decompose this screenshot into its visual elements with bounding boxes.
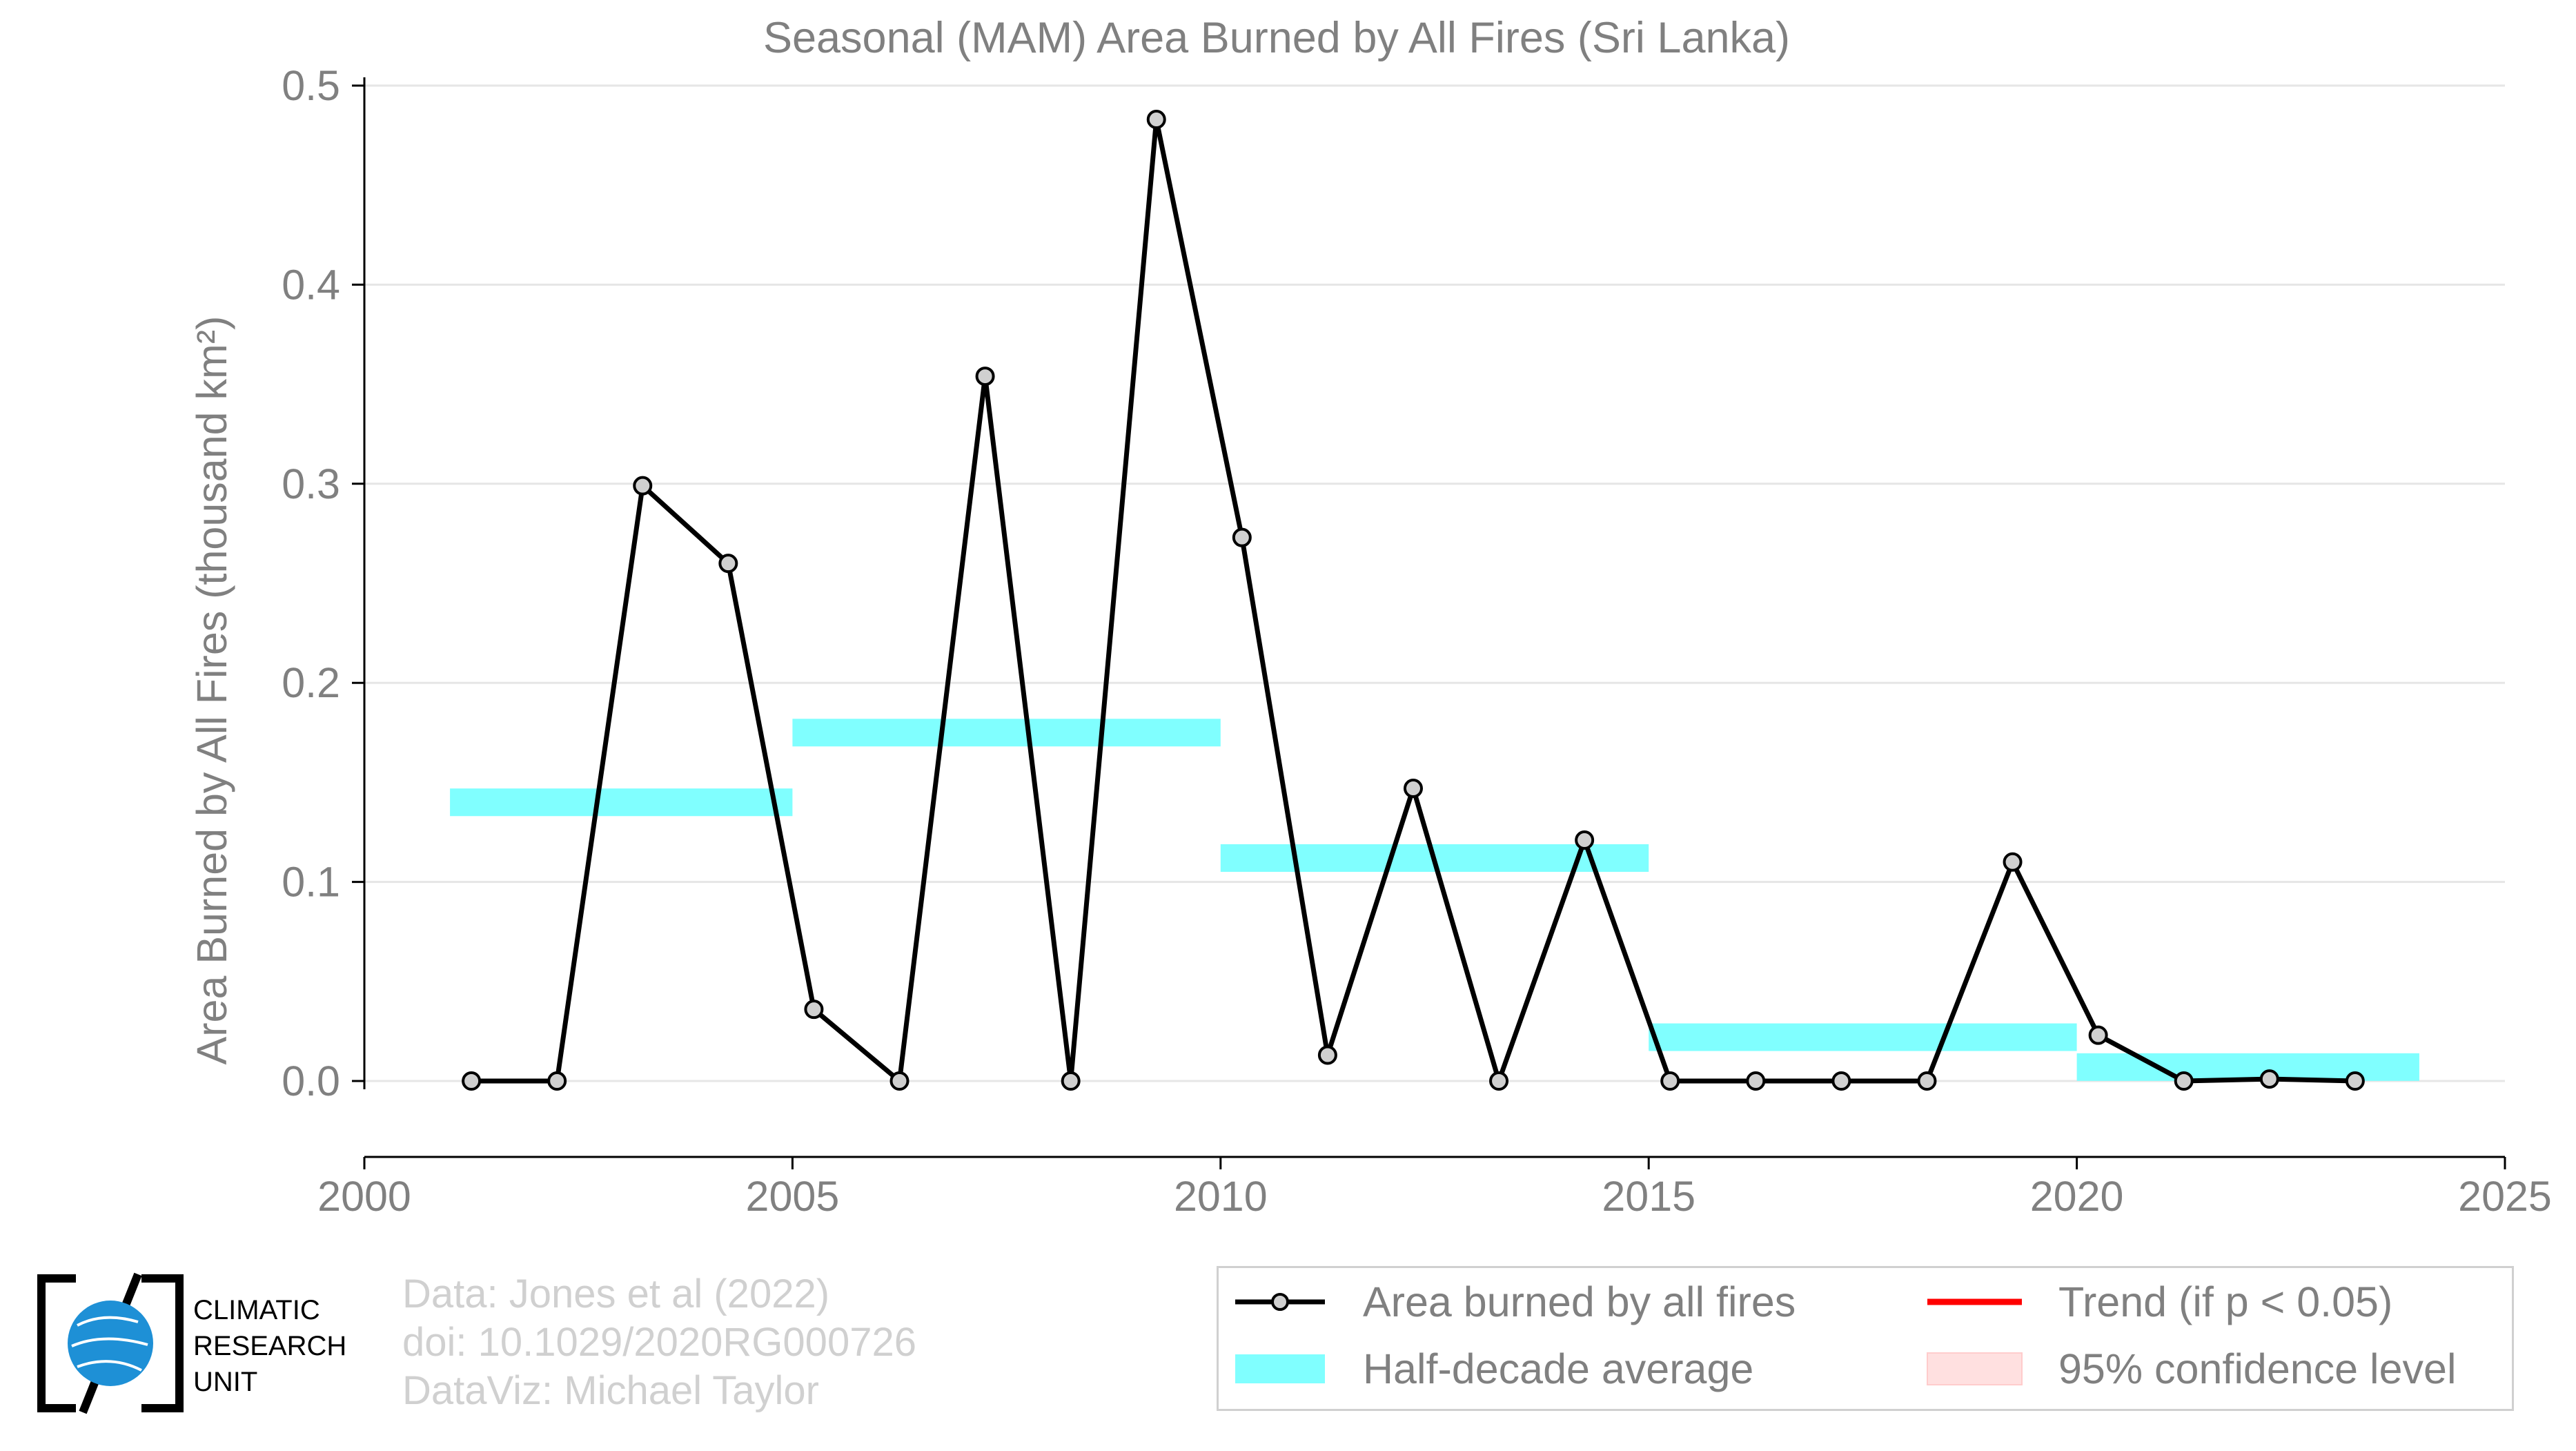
data-point (1660, 1071, 1680, 1091)
data-point (2174, 1071, 2194, 1091)
x-tick-labels: 2000 2005 2010 2015 2020 2025 (317, 1157, 2552, 1220)
legend-entry-confidence: 95% confidence level (1927, 1345, 2457, 1392)
credits: Data: Jones et al (2022) doi: 10.1029/20… (402, 1270, 916, 1415)
data-point (2088, 1025, 2108, 1045)
credits-doi: doi: 10.1029/2020RG000726 (402, 1320, 916, 1365)
data-point (1575, 830, 1595, 850)
data-point (718, 554, 738, 574)
legend-entry-trend: Trend (if p < 0.05) (1927, 1278, 2392, 1325)
data-point (804, 1000, 824, 1020)
gridlines (364, 84, 2505, 1082)
data-point (462, 1071, 482, 1091)
legend-entry-area-burned: Area burned by all fires (1235, 1278, 1796, 1325)
cru-logo (37, 1272, 184, 1414)
legend: Area burned by all fires Trend (if p < 0… (1235, 1278, 2457, 1392)
half-decade-band (1649, 1023, 2077, 1051)
legend-label-area-burned: Area burned by all fires (1363, 1278, 1796, 1325)
logo-line-1: CLIMATIC (193, 1295, 320, 1325)
half-decade-band (450, 788, 793, 817)
half-decade-band (2076, 1053, 2419, 1081)
data-point (975, 367, 995, 387)
x-tick-label: 2015 (1602, 1173, 1695, 1220)
legend-label-confidence: 95% confidence level (2058, 1345, 2457, 1392)
legend-point-swatch (1271, 1293, 1289, 1311)
x-tick-label: 2010 (1174, 1173, 1268, 1220)
legend-label-half-decade: Half-decade average (1363, 1345, 1753, 1392)
data-point (1317, 1045, 1337, 1065)
logo-line-3: UNIT (193, 1367, 258, 1397)
logo-bracket-right (141, 1274, 184, 1412)
legend-entry-half-decade: Half-decade average (1235, 1345, 1753, 1392)
credits-data-source: Data: Jones et al (2022) (402, 1272, 830, 1316)
x-tick-label: 2000 (317, 1173, 411, 1220)
y-tick-label: 0.5 (282, 62, 340, 109)
y-tick-label: 0.1 (282, 859, 340, 906)
x-tick-label: 2005 (746, 1173, 840, 1220)
y-tick-label: 0.3 (282, 460, 340, 507)
series-area-burned (462, 110, 2365, 1091)
logo-bracket-left (37, 1274, 76, 1412)
y-tick-label: 0.0 (282, 1058, 340, 1104)
data-point (889, 1071, 910, 1091)
data-point (1831, 1071, 1851, 1091)
y-tick-label: 0.2 (282, 659, 340, 706)
data-point (2345, 1071, 2365, 1091)
data-point (1489, 1071, 1509, 1091)
half-decade-average-bands (450, 719, 2419, 1081)
data-point (1403, 779, 1423, 799)
data-point (633, 476, 653, 496)
x-tick-label: 2025 (2458, 1173, 2552, 1220)
legend-label-trend: Trend (if p < 0.05) (2058, 1278, 2392, 1325)
logo-text: CLIMATIC RESEARCH UNIT (193, 1292, 346, 1400)
data-point (1746, 1071, 1766, 1091)
globe-swirl-icon (71, 1316, 148, 1372)
half-decade-band (792, 719, 1221, 747)
data-point (2003, 852, 2023, 872)
y-tick-label: 0.4 (282, 261, 340, 308)
legend-frame (1217, 1266, 2514, 1411)
x-tick-label: 2020 (2030, 1173, 2124, 1220)
credits-dataviz: DataViz: Michael Taylor (402, 1368, 819, 1413)
legend-band-swatch (1235, 1354, 1325, 1383)
data-point (1061, 1071, 1081, 1091)
data-point (1232, 527, 1252, 547)
data-point (547, 1071, 567, 1091)
data-point (1146, 110, 1166, 130)
data-point (2259, 1069, 2279, 1089)
y-axis-label: Area Burned by All Fires (thousand km²) (188, 316, 235, 1065)
series-line (471, 117, 2355, 1084)
data-point (1917, 1071, 1937, 1091)
legend-confidence-swatch (1927, 1352, 2023, 1385)
logo-line-2: RESEARCH (193, 1331, 347, 1361)
y-tick-labels: 0.0 0.1 0.2 0.3 0.4 0.5 (282, 62, 366, 1104)
chart-title: Seasonal (MAM) Area Burned by All Fires … (763, 14, 1790, 62)
